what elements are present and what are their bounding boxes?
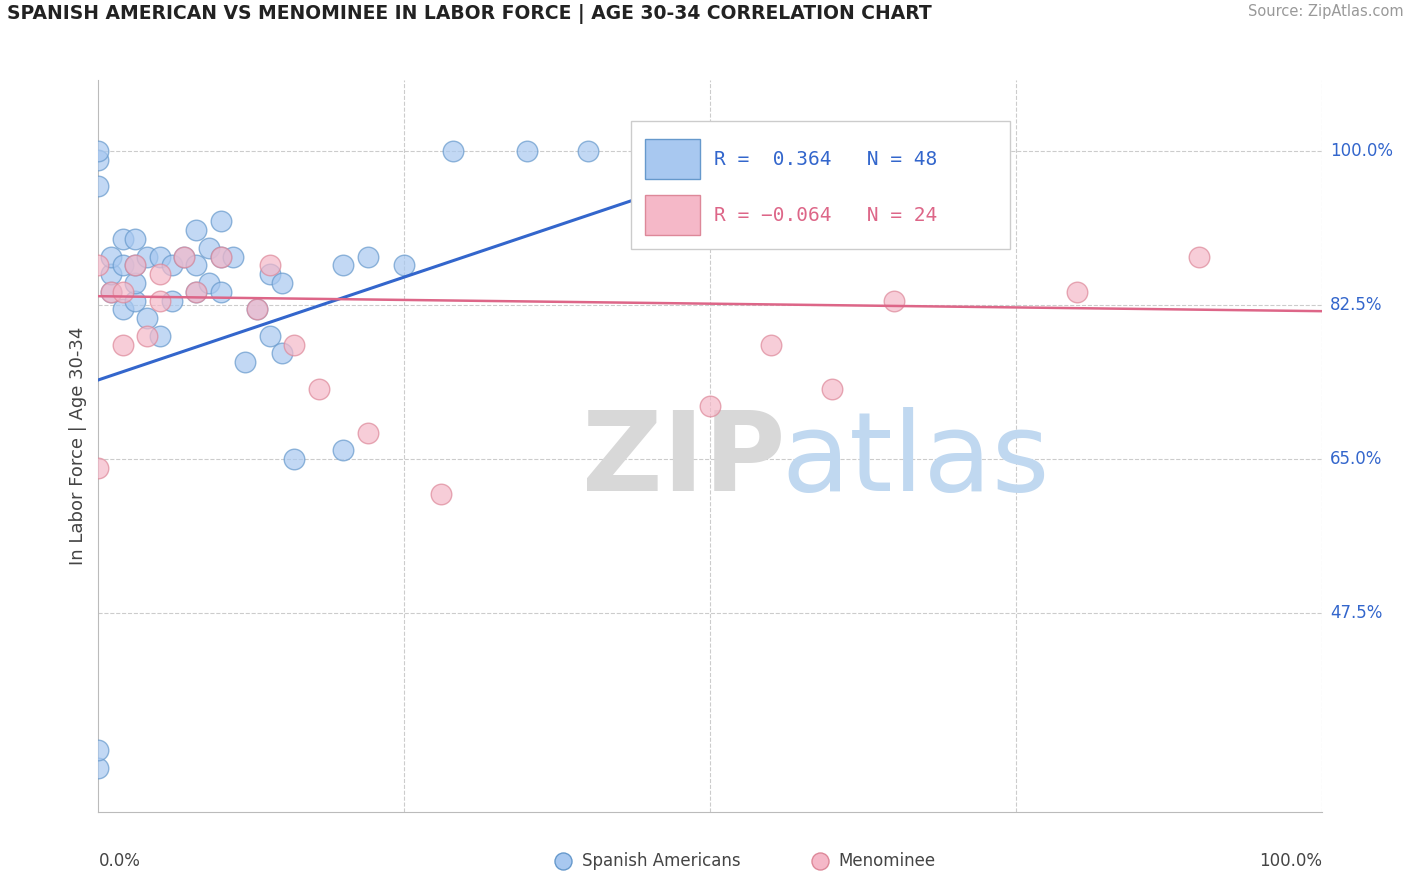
Point <box>222 250 245 264</box>
Point <box>149 250 172 264</box>
Point <box>283 452 305 467</box>
Text: 100.0%: 100.0% <box>1330 142 1393 160</box>
Point <box>821 382 844 396</box>
Point <box>136 311 159 326</box>
Point <box>124 232 146 246</box>
Point <box>332 443 354 458</box>
Point <box>100 285 122 299</box>
Point <box>136 329 159 343</box>
Point <box>356 425 378 440</box>
Point <box>1188 250 1211 264</box>
Point <box>821 144 844 158</box>
Text: Menominee: Menominee <box>838 853 935 871</box>
Point <box>160 293 183 308</box>
Point <box>87 461 110 475</box>
Point <box>246 302 269 317</box>
Point <box>515 144 537 158</box>
Y-axis label: In Labor Force | Age 30-34: In Labor Force | Age 30-34 <box>69 326 87 566</box>
Point <box>124 293 146 308</box>
Point <box>761 337 783 351</box>
Point <box>124 276 146 290</box>
Point <box>124 258 146 272</box>
Point <box>186 258 208 272</box>
Point <box>392 258 416 272</box>
Text: 100.0%: 100.0% <box>1258 852 1322 870</box>
Point <box>209 250 232 264</box>
Point <box>441 144 464 158</box>
Text: R = −0.064   N = 24: R = −0.064 N = 24 <box>714 206 936 225</box>
FancyBboxPatch shape <box>645 139 700 179</box>
Point <box>259 329 281 343</box>
Point <box>332 258 354 272</box>
Point <box>209 285 232 299</box>
Point <box>87 153 110 167</box>
Point <box>699 400 721 414</box>
Point <box>111 258 134 272</box>
Point <box>233 355 256 369</box>
Point <box>87 258 110 272</box>
Point <box>430 487 453 501</box>
Point <box>270 346 294 360</box>
Point <box>356 250 378 264</box>
Point <box>111 337 134 351</box>
Point <box>883 293 905 308</box>
Point <box>100 267 122 281</box>
Point <box>160 258 183 272</box>
Point <box>186 223 208 237</box>
Text: 82.5%: 82.5% <box>1330 296 1382 314</box>
Point <box>87 144 110 158</box>
Text: 47.5%: 47.5% <box>1330 605 1382 623</box>
Point <box>87 743 110 757</box>
Point <box>197 241 219 255</box>
Text: Source: ZipAtlas.com: Source: ZipAtlas.com <box>1247 4 1403 20</box>
Point <box>209 214 232 228</box>
Point <box>270 276 294 290</box>
Point <box>87 179 110 194</box>
Point <box>100 285 122 299</box>
Point <box>173 250 195 264</box>
Point <box>149 329 172 343</box>
Text: 0.0%: 0.0% <box>98 852 141 870</box>
Point <box>209 250 232 264</box>
Point <box>124 258 146 272</box>
Text: ZIP: ZIP <box>582 407 785 514</box>
Text: 65.0%: 65.0% <box>1330 450 1382 468</box>
Text: Spanish Americans: Spanish Americans <box>582 853 740 871</box>
Point <box>149 293 172 308</box>
Point <box>246 302 269 317</box>
Text: atlas: atlas <box>780 407 1049 514</box>
FancyBboxPatch shape <box>630 120 1010 249</box>
Point <box>111 285 134 299</box>
Point <box>149 267 172 281</box>
FancyBboxPatch shape <box>645 195 700 235</box>
Point <box>100 250 122 264</box>
Point <box>883 144 905 158</box>
Point <box>111 302 134 317</box>
Point <box>87 761 110 775</box>
Point <box>111 232 134 246</box>
Point <box>186 285 208 299</box>
Point <box>283 337 305 351</box>
Point <box>173 250 195 264</box>
Text: R =  0.364   N = 48: R = 0.364 N = 48 <box>714 150 936 169</box>
Point <box>259 258 281 272</box>
Point <box>186 285 208 299</box>
Point <box>308 382 330 396</box>
Point <box>576 144 599 158</box>
Point <box>1066 285 1088 299</box>
Point <box>136 250 159 264</box>
Text: SPANISH AMERICAN VS MENOMINEE IN LABOR FORCE | AGE 30-34 CORRELATION CHART: SPANISH AMERICAN VS MENOMINEE IN LABOR F… <box>7 4 932 24</box>
Point <box>259 267 281 281</box>
Point <box>699 144 721 158</box>
Point <box>197 276 219 290</box>
